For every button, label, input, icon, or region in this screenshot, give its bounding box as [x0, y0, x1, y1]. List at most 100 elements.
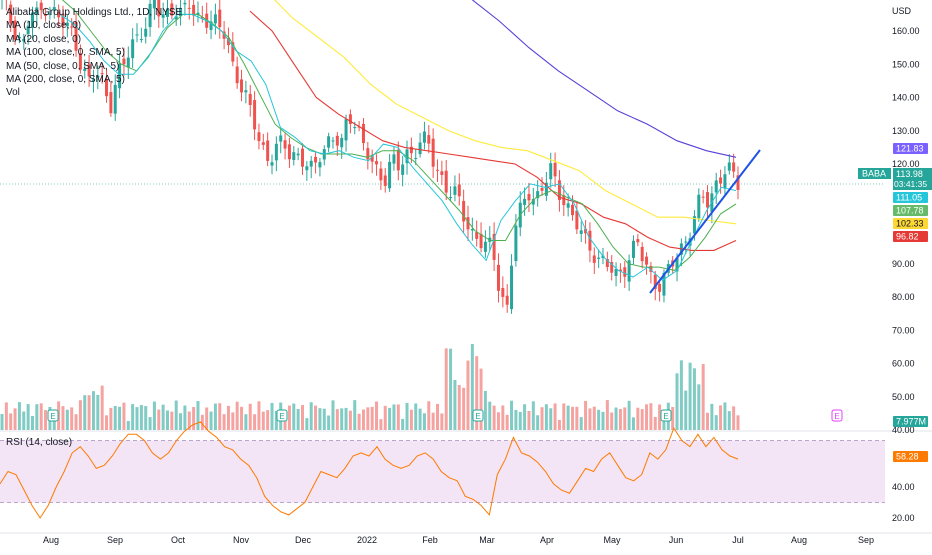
price-axis-tick: 140.00 — [892, 93, 920, 103]
candle-body — [479, 233, 483, 249]
tag-ma20-text: 107.78 — [896, 206, 924, 216]
tag-ma50: 96.82 — [893, 231, 928, 242]
volume-bar — [475, 356, 479, 430]
tag-symbol-text: BABA — [862, 169, 886, 179]
volume-bar — [274, 411, 278, 430]
candle-body — [401, 164, 405, 175]
legend-ma200[interactable]: MA (200, close, 0, SMA, 5) — [6, 74, 125, 86]
legend-title[interactable]: Alibaba Group Holdings Ltd., 1D, NYSE — [6, 7, 183, 18]
ma100-line — [274, 0, 737, 225]
earnings-marker[interactable]: E — [660, 409, 672, 422]
volume-bar — [618, 409, 622, 430]
legend-vol[interactable]: Vol — [6, 87, 20, 99]
legend-ma10[interactable]: MA (10, close, 0) — [6, 20, 82, 32]
earnings-marker-label: E — [663, 412, 668, 421]
volume-bar — [57, 401, 61, 430]
candle-body — [496, 264, 500, 291]
candle-body — [662, 272, 666, 296]
price-axis-tick: 50.00 — [892, 392, 915, 402]
earnings-marker[interactable]: E — [831, 409, 843, 422]
candle-body — [697, 194, 701, 219]
volume-bar — [640, 409, 644, 430]
time-axis-tick: 2022 — [357, 535, 377, 545]
candle-body — [270, 162, 274, 166]
volume-bar — [514, 409, 518, 430]
candle-body — [213, 14, 217, 24]
price-axis-tick: 80.00 — [892, 292, 915, 302]
candle-body — [714, 180, 718, 193]
candle-body — [736, 175, 740, 190]
candle-body — [475, 232, 479, 239]
volume-bar — [714, 415, 718, 430]
price-axis-tick: 120.00 — [892, 159, 920, 169]
candle-body — [44, 14, 48, 16]
candle-body — [335, 135, 339, 146]
legend-ma50[interactable]: MA (50, close, 0, SMA, 5) — [6, 60, 120, 72]
time-axis-tick: Nov — [233, 535, 250, 545]
candle-body — [584, 228, 588, 234]
candle-body — [597, 257, 601, 259]
volume-bar — [300, 405, 304, 430]
candle-body — [614, 268, 618, 276]
volume-bar — [453, 380, 457, 430]
candle-body — [562, 195, 566, 206]
volume-bar — [605, 400, 609, 430]
candle-body — [440, 171, 444, 175]
volume-bar — [409, 409, 413, 430]
volume-bar — [305, 418, 309, 430]
volume-bar — [366, 407, 370, 430]
earnings-marker-label: E — [834, 412, 839, 421]
earnings-marker[interactable]: E — [472, 409, 484, 422]
candle-body — [505, 295, 509, 305]
time-axis-tick: May — [603, 535, 621, 545]
candle-body — [706, 192, 710, 208]
volume-bar — [518, 411, 522, 430]
candle-body — [514, 225, 518, 262]
candle-body — [296, 153, 300, 156]
volume-bar — [536, 415, 540, 430]
volume-bar — [531, 401, 535, 430]
volume-bar — [283, 417, 287, 430]
volume-bar — [396, 404, 400, 430]
candle-body — [348, 114, 352, 124]
candle-body — [196, 12, 200, 15]
candle-body — [39, 2, 43, 11]
volume-bar — [292, 403, 296, 430]
volume-bar — [70, 407, 74, 430]
volume-bar — [557, 420, 561, 430]
volume-bar — [17, 402, 21, 430]
tag-last-price-bg — [893, 168, 932, 190]
volume-bar — [161, 404, 165, 430]
time-axis-tick: Oct — [171, 535, 186, 545]
tag-volume-bg — [893, 416, 928, 427]
legend-ma100[interactable]: MA (100, close, 0, SMA, 5) — [6, 47, 125, 59]
candle-body — [9, 4, 13, 24]
legend-ma20[interactable]: MA (20, close, 0) — [6, 33, 82, 45]
earnings-marker[interactable]: E — [47, 409, 59, 422]
volume-bar — [422, 413, 426, 430]
earnings-marker-box — [831, 409, 843, 422]
volume-bar — [701, 364, 705, 430]
candle-body — [453, 186, 457, 195]
candle-body — [83, 68, 87, 71]
candle-body — [122, 58, 126, 65]
volume-bar — [379, 419, 383, 430]
candle-body — [26, 25, 30, 35]
candle-body — [22, 38, 26, 42]
candle-body — [575, 210, 579, 230]
candle-body — [309, 160, 313, 167]
candle-body — [592, 255, 596, 263]
earnings-marker[interactable]: E — [276, 409, 288, 422]
tag-ma10-text: 111.05 — [896, 193, 922, 203]
volume-bar — [240, 406, 244, 430]
volume-bar — [479, 368, 483, 430]
earnings-marker-box — [660, 409, 672, 422]
candle-body — [645, 256, 649, 265]
rsi-legend[interactable]: RSI (14, close) — [6, 437, 73, 448]
volume-bar — [610, 412, 614, 430]
candle-body — [78, 53, 82, 70]
volume-bar — [74, 414, 78, 430]
